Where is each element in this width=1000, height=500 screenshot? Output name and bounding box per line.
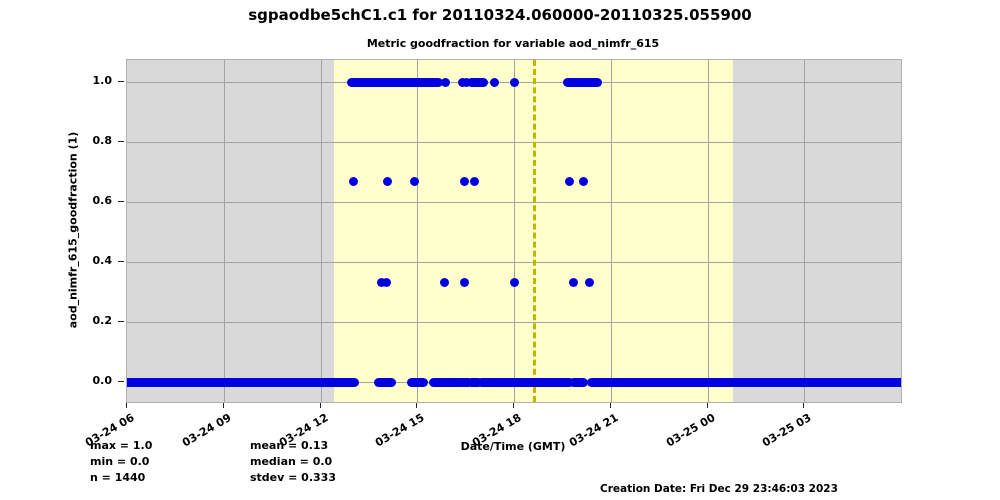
x-tick-mark <box>803 403 805 408</box>
stat-max: max = 1.0 <box>90 439 153 452</box>
data-point <box>509 277 519 287</box>
gridline-vertical <box>707 60 709 402</box>
x-tick-mark <box>706 403 708 408</box>
y-tick-mark <box>118 201 124 202</box>
plot-area <box>126 59 902 403</box>
stat-median: median = 0.0 <box>250 455 333 468</box>
x-tick-mark <box>126 403 127 408</box>
y-tick-mark <box>118 381 124 382</box>
gridline-vertical <box>804 60 806 402</box>
x-tick-mark <box>513 403 514 408</box>
y-tick-label: 1.0 <box>92 74 113 87</box>
data-point <box>440 277 450 287</box>
data-point <box>462 77 472 87</box>
data-point <box>459 177 469 187</box>
data-segment <box>346 77 444 87</box>
data-point <box>409 177 419 187</box>
stats-column-left: max = 1.0 min = 0.0 n = 1440 <box>90 438 152 486</box>
page-title: sgpaodbe5chC1.c1 for 20110324.060000-201… <box>248 6 752 24</box>
gridline-vertical <box>417 60 419 402</box>
data-point <box>489 77 499 87</box>
data-segment <box>127 377 359 387</box>
data-segment <box>476 377 574 387</box>
data-segment <box>466 377 484 387</box>
y-tick-mark <box>118 141 124 142</box>
data-point <box>383 177 393 187</box>
solar-noon-line <box>533 60 537 402</box>
y-tick-label: 0.6 <box>92 194 113 207</box>
gridline-vertical <box>223 60 225 402</box>
y-axis-label: aod_nimfr_615_goodfraction (1) <box>66 131 80 329</box>
data-point <box>510 77 520 87</box>
data-point <box>348 177 358 187</box>
data-point <box>579 177 589 187</box>
data-segment <box>458 377 474 387</box>
y-tick-label: 0.4 <box>92 254 113 267</box>
x-tick-mark <box>416 403 418 408</box>
gridline-horizontal <box>127 322 901 323</box>
data-point <box>460 277 470 287</box>
data-segment <box>586 377 901 387</box>
x-axis-label: Date/Time (GMT) <box>460 440 566 453</box>
data-point <box>376 277 386 287</box>
data-segment <box>428 377 466 387</box>
y-tick-mark <box>118 321 124 322</box>
stat-stdev: stdev = 0.333 <box>250 471 336 484</box>
data-segment <box>466 77 489 87</box>
creation-date: Creation Date: Fri Dec 29 23:46:03 2023 <box>600 483 838 495</box>
chart-subtitle: Metric goodfraction for variable aod_nim… <box>366 37 660 50</box>
data-point <box>469 177 479 187</box>
gridline-horizontal <box>127 142 901 143</box>
x-tick-mark <box>222 403 224 408</box>
data-point <box>564 177 574 187</box>
x-tick-mark <box>609 403 611 408</box>
y-tick-mark <box>118 81 124 82</box>
y-tick-mark <box>118 261 124 262</box>
gridline-vertical <box>320 60 322 402</box>
gridline-vertical <box>610 60 612 402</box>
data-point <box>584 277 594 287</box>
gridline-horizontal <box>127 262 901 263</box>
y-tick-label: 0.2 <box>92 314 113 327</box>
y-tick-label: 0.8 <box>92 134 113 147</box>
data-segment <box>569 377 589 387</box>
gridline-vertical <box>514 60 515 402</box>
data-point <box>457 77 467 87</box>
stats-column-right: mean = 0.13 median = 0.0 stdev = 0.333 <box>250 438 336 486</box>
x-tick-mark <box>319 403 321 408</box>
data-point <box>441 77 451 87</box>
gridline-horizontal <box>127 202 901 203</box>
data-segment <box>406 377 428 387</box>
data-segment <box>374 377 396 387</box>
stat-mean: mean = 0.13 <box>250 439 329 452</box>
stat-min: min = 0.0 <box>90 455 150 468</box>
data-point <box>382 277 392 287</box>
stat-n: n = 1440 <box>90 471 146 484</box>
data-segment <box>563 77 603 87</box>
data-point <box>569 277 579 287</box>
y-tick-label: 0.0 <box>92 374 113 387</box>
